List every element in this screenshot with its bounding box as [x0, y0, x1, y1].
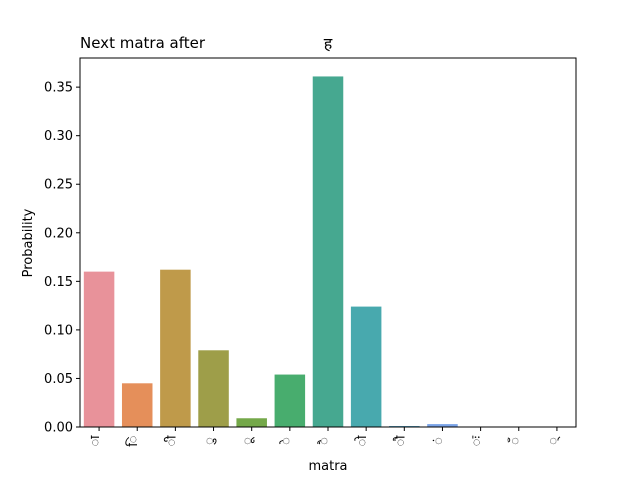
y-tick-label: 0.15	[44, 275, 73, 290]
y-tick-label: 0.00	[44, 421, 73, 436]
y-tick-label: 0.10	[44, 323, 73, 338]
bar-3	[198, 350, 229, 427]
y-axis-label: Probability	[21, 208, 36, 277]
bar-5	[274, 374, 306, 427]
y-tick-label: 0.35	[44, 81, 73, 96]
bar-2	[160, 269, 191, 427]
x-axis-label: matra	[308, 459, 347, 474]
x-tick-label: ि	[125, 435, 141, 446]
y-tick-label: 0.30	[44, 129, 73, 144]
x-tick-label: ै	[317, 437, 332, 445]
x-tick-label: ं	[431, 437, 446, 445]
x-tick-label: ो	[354, 435, 370, 447]
y-tick-label: 0.05	[44, 372, 73, 387]
x-tick-label: ु	[203, 437, 218, 445]
y-tick-label: 0.20	[44, 226, 73, 241]
plot-frame	[79, 57, 577, 428]
chart-title-character: ह	[323, 34, 333, 53]
bar-4	[236, 418, 267, 427]
chart-title: Next matra after	[80, 34, 206, 52]
x-tick-label: ्	[546, 436, 561, 445]
x-tick-label: े	[279, 437, 294, 445]
bar-7	[350, 306, 382, 427]
bar-1	[121, 383, 153, 427]
x-tick-label: ा	[88, 435, 103, 447]
x-tick-label: ी	[163, 435, 179, 447]
bar-6	[312, 76, 344, 427]
bar-9	[427, 424, 458, 427]
bar-0	[83, 271, 115, 427]
x-tick-label: ू	[241, 437, 256, 445]
x-tick-label: ौ	[392, 435, 408, 447]
x-tick-label: ँ	[507, 437, 523, 445]
x-tick-label: ः	[470, 435, 485, 446]
y-tick-label: 0.25	[44, 178, 73, 193]
